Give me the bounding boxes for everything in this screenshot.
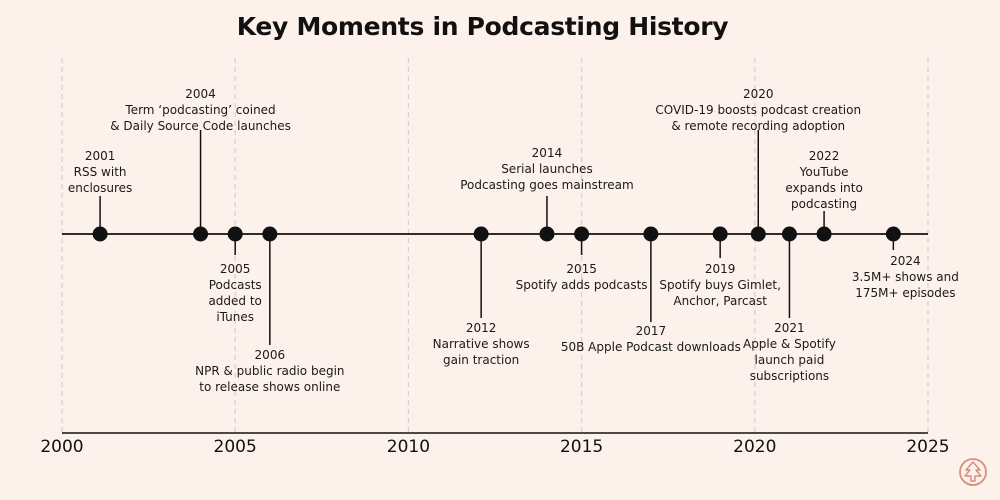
event-text-line: 3.5M+ shows and <box>851 270 959 284</box>
event-dot-2024 <box>885 226 901 242</box>
event-text-line: Anchor, Parcast <box>673 294 767 308</box>
event-text-line: 175M+ episodes <box>855 286 956 300</box>
event-year: 2024 <box>890 254 921 268</box>
event-dot-2017 <box>643 226 659 242</box>
event-label-2019: 2019 Spotify buys Gimlet, Anchor, Parcast <box>600 261 840 309</box>
x-tick-label-2015: 2015 <box>559 437 604 457</box>
event-dot-2021 <box>781 226 797 242</box>
event-text-line: 50B Apple Podcast downloads <box>560 340 741 354</box>
x-tick-label-2005: 2005 <box>213 437 257 457</box>
event-label-2006: 2006 NPR & public radio begin to release s… <box>150 347 390 395</box>
x-tick-label-2025: 2025 <box>906 437 950 457</box>
event-text-line: & Daily Source Code launches <box>110 119 291 133</box>
event-dot-2014 <box>539 226 555 242</box>
event-year: 2004 <box>185 87 216 101</box>
event-year: 2022 <box>808 149 840 163</box>
event-label-2004: 2004 Term ‘podcasting’ coined & Daily Sour… <box>81 86 321 134</box>
event-dot-2005 <box>227 226 243 242</box>
x-tick-label-2020: 2020 <box>733 437 777 457</box>
event-label-2014: 2014 Serial launches Podcasting goes mains… <box>427 145 667 193</box>
event-text-line: Spotify adds podcasts <box>515 278 648 292</box>
event-text-line: podcasting <box>791 197 858 211</box>
event-text-line: & remote recording adoption <box>671 119 846 133</box>
event-text-line: enclosures <box>67 181 133 195</box>
event-year: 2021 <box>774 321 805 335</box>
event-text-line: NPR & public radio begin <box>195 364 345 378</box>
x-tick-label-2010: 2010 <box>386 437 431 457</box>
event-year: 2019 <box>704 262 736 276</box>
event-text-line: Podcasts <box>208 278 262 292</box>
event-label-2021: 2021 Apple & Spotify launch paid subscripti… <box>669 320 909 384</box>
event-text-line: Podcasting goes mainstream <box>460 178 634 192</box>
event-label-2017: 2017 50B Apple Podcast downloads <box>531 323 771 355</box>
event-year: 2006 <box>254 348 286 362</box>
x-tick-label-2000: 2000 <box>40 437 84 457</box>
event-year: 2020 <box>742 87 774 101</box>
event-text-line: gain traction <box>442 353 520 367</box>
event-label-2012: 2012 Narrative shows gain traction <box>361 320 601 368</box>
event-text-line: Serial launches <box>501 162 593 176</box>
event-dot-2012 <box>473 226 489 242</box>
event-text-line: subscriptions <box>749 369 830 383</box>
event-text-line: added to <box>208 294 262 308</box>
event-text-line: expands into <box>785 181 863 195</box>
event-label-2005: 2005 Podcasts added to iTunes <box>115 261 355 325</box>
event-dot-2022 <box>816 226 832 242</box>
event-dot-2006 <box>262 226 278 242</box>
event-year: 2001 <box>84 149 116 163</box>
event-dot-2019 <box>712 226 728 242</box>
event-text-line: YouTube <box>799 165 849 179</box>
event-year: 2012 <box>465 321 497 335</box>
pine-tree-logo-icon <box>959 458 987 486</box>
event-year: 2015 <box>566 262 597 276</box>
event-text-line: COVID-19 boosts podcast creation <box>655 103 862 117</box>
event-dot-2001 <box>92 226 108 242</box>
event-dot-2020 <box>750 226 766 242</box>
event-label-2022: 2022 YouTube expands into podcasting <box>704 148 944 212</box>
event-year: 2017 <box>635 324 667 338</box>
event-text-line: Narrative shows <box>432 337 530 351</box>
event-text-line: Spotify buys Gimlet, <box>659 278 781 292</box>
chart-title: Key Moments in Podcasting History <box>236 12 729 41</box>
event-text-line: launch paid <box>754 353 825 367</box>
event-text-line: to release shows online <box>199 380 341 394</box>
event-text-line: iTunes <box>216 310 255 324</box>
event-text-line: Apple & Spotify <box>742 337 836 351</box>
event-year: 2005 <box>219 262 251 276</box>
event-dot-2015 <box>574 226 590 242</box>
event-label-2001: 2001 RSS with enclosures <box>0 148 220 196</box>
event-text-line: Term ‘podcasting’ coined <box>125 103 276 117</box>
event-text-line: RSS with <box>73 165 127 179</box>
event-label-2024: 2024 3.5M+ shows and 175M+ episodes <box>785 253 1000 301</box>
event-year: 2014 <box>531 146 563 160</box>
event-label-2015: 2015 Spotify adds podcasts <box>462 261 702 293</box>
event-dot-2004 <box>193 226 209 242</box>
event-label-2020: 2020 COVID-19 boosts podcast creation & re… <box>638 86 878 134</box>
